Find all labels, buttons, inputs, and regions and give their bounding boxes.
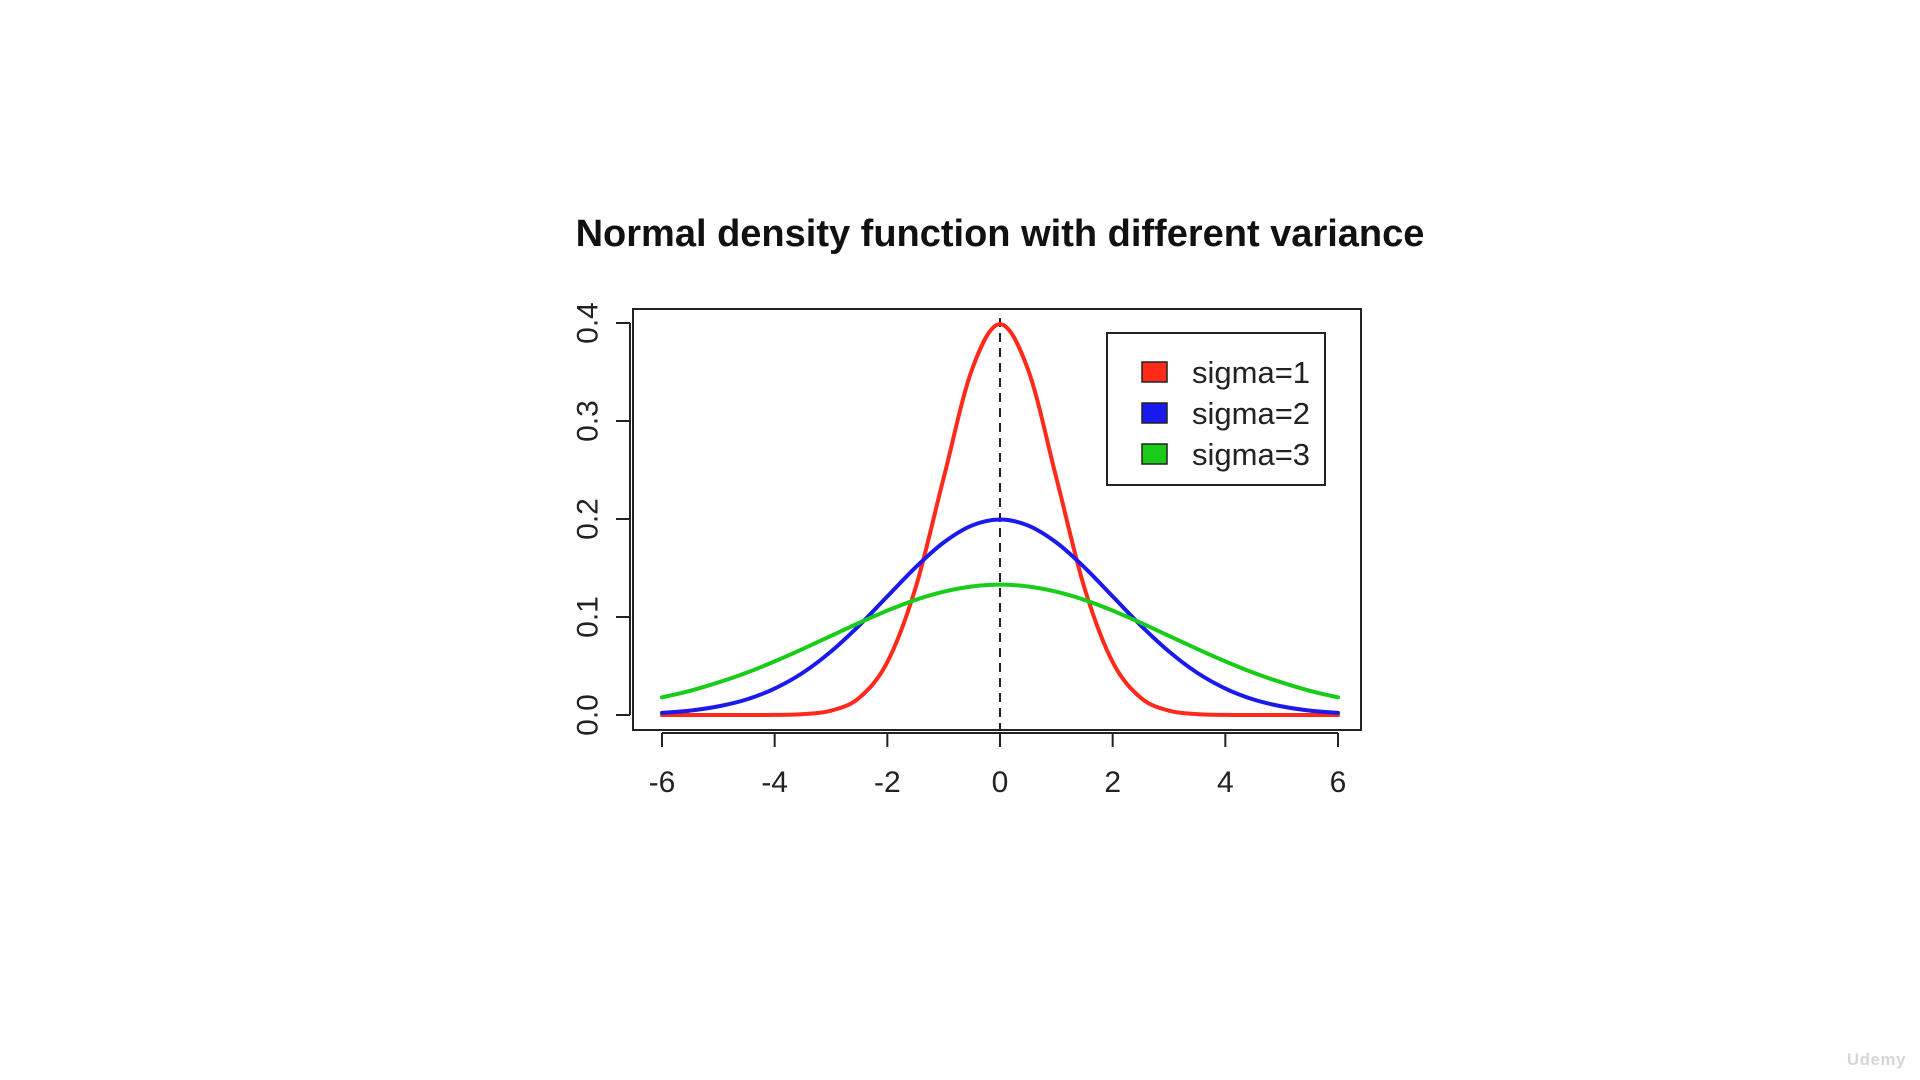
y-tick-label: 0.1 (572, 596, 605, 638)
series-layer (660, 322, 1340, 718)
chart-title: Normal density function with different v… (576, 213, 1425, 255)
x-tick-label: -6 (649, 766, 676, 799)
legend-label: sigma=2 (1192, 396, 1310, 431)
x-tick-label: -2 (874, 766, 901, 799)
x-tick-label: 0 (992, 766, 1009, 799)
legend-swatch (1141, 361, 1168, 383)
x-tick-label: 6 (1330, 766, 1347, 799)
udemy-watermark: Udemy (1846, 1050, 1906, 1069)
series-line-2 (660, 517, 1340, 715)
x-tick-label: 4 (1217, 766, 1234, 799)
legend-label: sigma=1 (1192, 355, 1310, 390)
legend: sigma=1 sigma=2 sigma=3 (1106, 332, 1326, 486)
series-line-1 (660, 322, 1340, 718)
legend-swatch (1141, 402, 1168, 424)
plot-frame (632, 308, 1362, 731)
x-tick-label: 2 (1104, 766, 1121, 799)
y-tick-label: 0.0 (572, 694, 605, 736)
legend-label: sigma=3 (1192, 437, 1310, 472)
x-axis: -6 -4 -2 0 2 4 6 (649, 732, 1347, 799)
series-line-3 (660, 582, 1340, 700)
y-tick-label: 0.2 (572, 498, 605, 540)
legend-swatch (1141, 443, 1168, 465)
y-tick-label: 0.4 (572, 302, 605, 344)
x-tick-label: -4 (761, 766, 788, 799)
y-tick-label: 0.3 (572, 400, 605, 442)
y-axis: 0.0 0.1 0.2 0.3 0.4 (572, 302, 631, 736)
